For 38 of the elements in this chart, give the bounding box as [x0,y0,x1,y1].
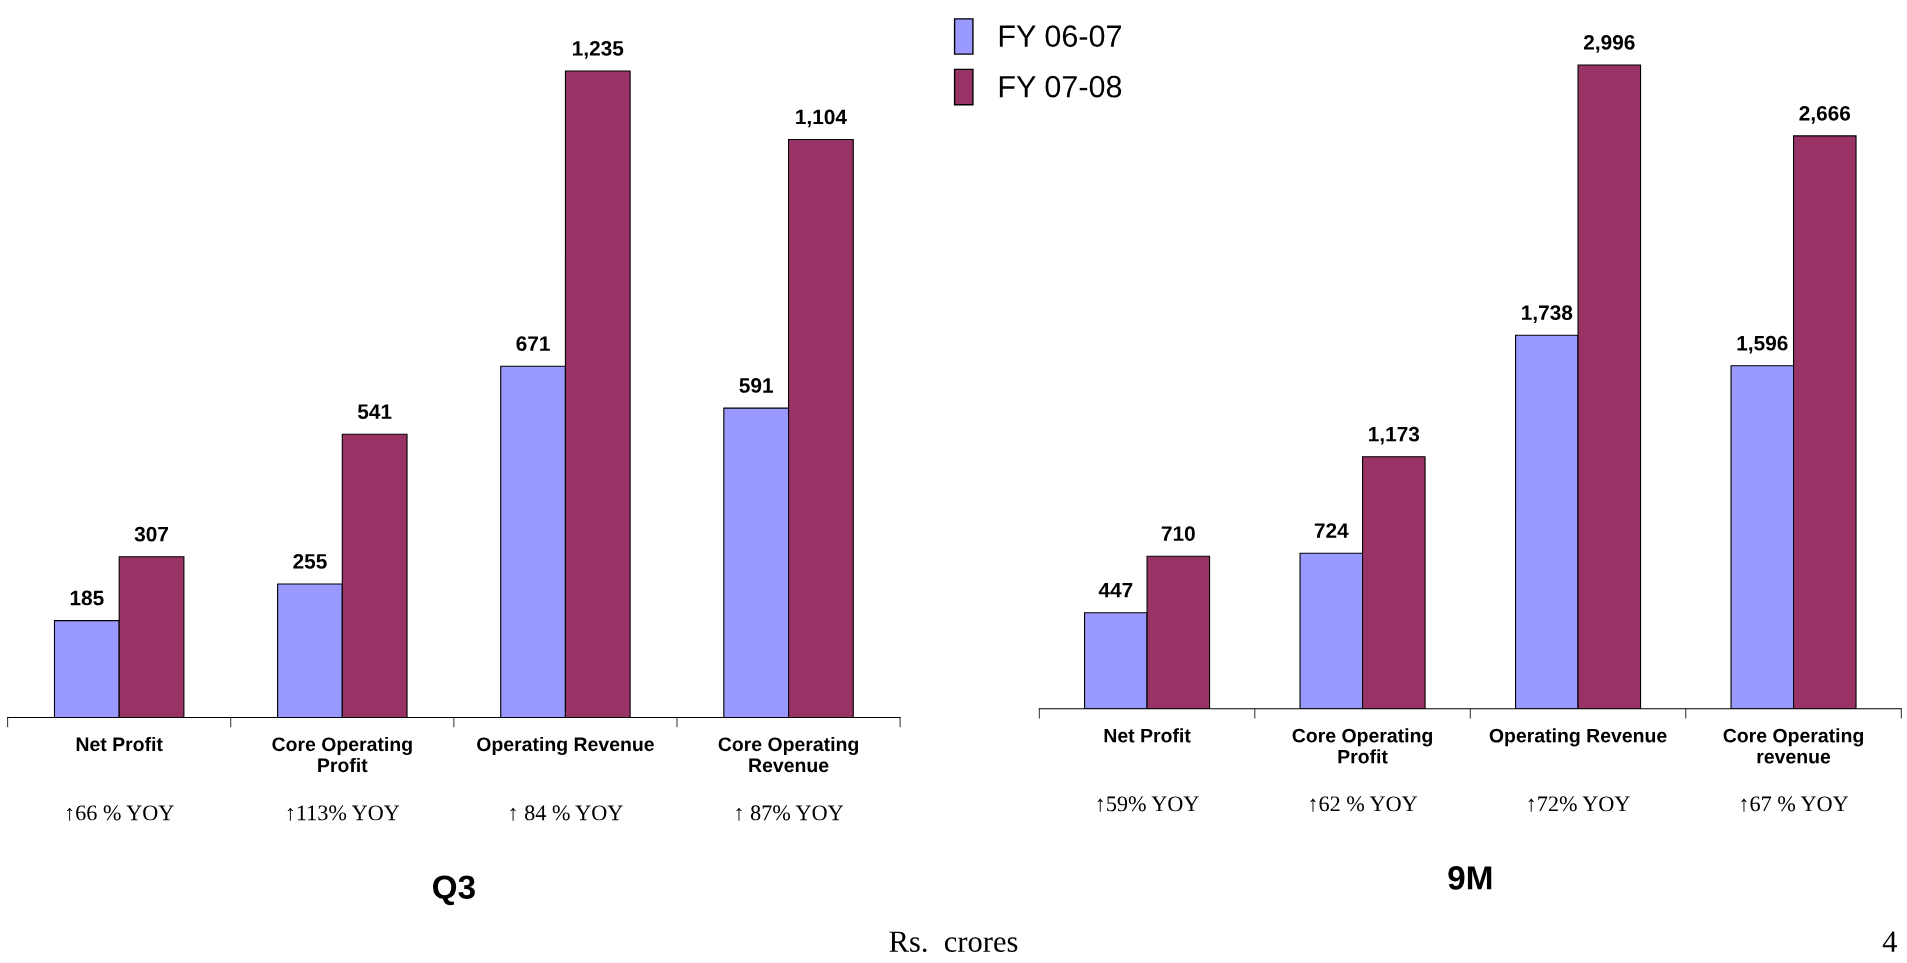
text: ↑113% YOY [287,805,400,821]
text: ↑59% YOY [1097,796,1199,812]
data-label: 307 [134,526,169,542]
text: ↑ 87% YOY [736,805,844,821]
data-label: 1,235 [573,41,624,59]
data-label: 724 [1314,523,1349,538]
text: Rs. crores [889,931,1018,953]
data-label: 1,738 [1522,305,1573,324]
text: ↑66 % YOY [67,805,174,821]
x-tick-label: Core Operating Profit [272,736,412,773]
data-label: 671 [516,336,550,351]
text: 9M [1448,866,1492,890]
x-tick-label: Core Operating Revenue [718,736,859,773]
legend-label: FY 07-08 [999,75,1122,98]
data-label: 591 [739,378,773,393]
text: ↑ 84 % YOY [510,805,623,821]
text: 4 [1882,931,1897,952]
x-tick-label: Net Profit [1104,728,1191,743]
text: Q3 [433,875,475,906]
x-tick-label: Core Operating Profit [1292,728,1433,764]
text: ↑67 % YOY [1741,796,1849,812]
data-label: 2,666 [1799,105,1851,124]
data-label: 1,173 [1369,426,1420,445]
data-label: 255 [293,553,327,569]
data-label: 1,596 [1737,335,1788,354]
x-tick-label: Operating Revenue [1489,728,1667,747]
text: ↑72% YOY [1528,796,1630,812]
data-label: 1,104 [796,109,847,128]
data-label: 185 [70,590,104,606]
data-label: 447 [1098,582,1133,598]
x-tick-label: Net Profit [76,736,163,752]
data-label: 2,996 [1583,35,1635,53]
x-tick-label: Core Operating revenue [1723,728,1863,764]
data-label: 541 [357,404,392,420]
x-tick-label: Operating Revenue [477,736,654,756]
legend-label: FY 06-07 [999,25,1121,47]
data-label: 710 [1161,526,1195,541]
text: ↑62 % YOY [1310,796,1418,812]
